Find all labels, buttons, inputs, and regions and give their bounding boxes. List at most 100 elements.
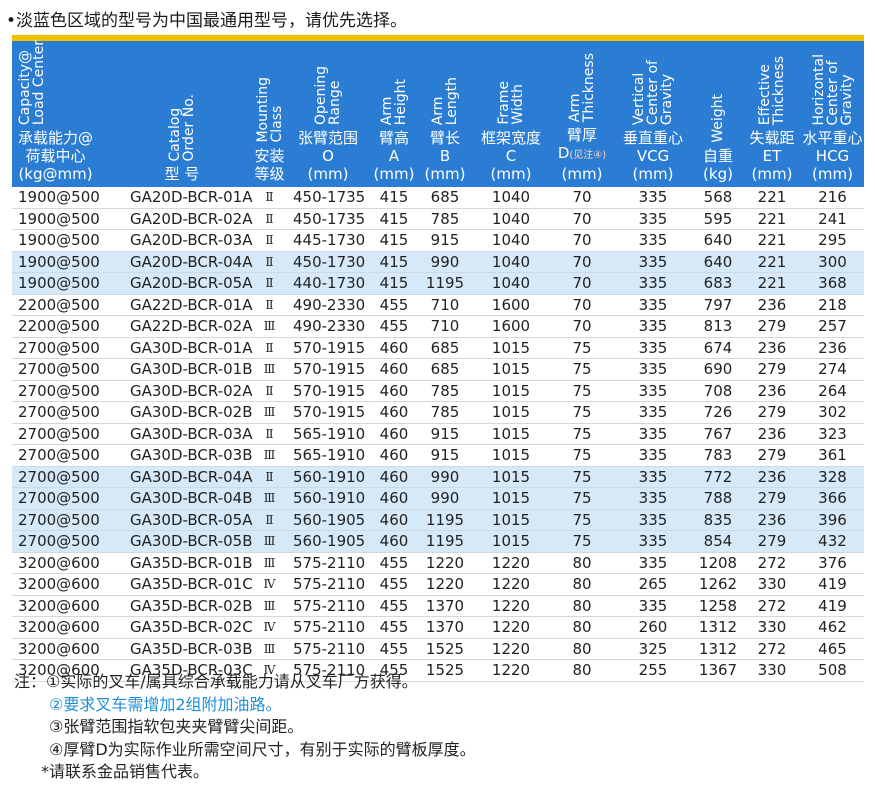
table-cell: 575-2110 <box>287 573 369 596</box>
table-cell: 330 <box>743 659 801 682</box>
table-cell: 236 <box>743 294 801 316</box>
table-cell: 1015 <box>471 530 551 553</box>
table-cell: 80 <box>551 638 613 660</box>
note-4: ④厚臂D为实际作业所需空间尺寸，有别于实际的臂板厚度。 <box>49 739 476 759</box>
table-cell: 460 <box>369 337 419 359</box>
table-cell: 565-1910 <box>287 444 369 467</box>
table-cell: 335 <box>613 530 693 553</box>
table-cell: Ⅱ <box>252 251 287 273</box>
column-header-zh: 水平重心 HCG (mm) <box>802 129 863 183</box>
table-cell: 570-1915 <box>287 401 369 424</box>
table-cell: 640 <box>693 229 743 252</box>
accent-bar <box>12 35 864 41</box>
table-cell: 75 <box>551 530 613 553</box>
table-row: 2700@500 GA30D-BCR-01A Ⅱ 570-1915 460 685 1015… <box>12 337 864 359</box>
column-header-zh: 张臂范围 O (mm) <box>297 129 358 183</box>
table-cell: Ⅲ <box>252 315 287 338</box>
table-cell: GA35D-BCR-03B <box>112 638 253 660</box>
table-cell: 70 <box>551 208 613 230</box>
table-row: 2700@500 GA30D-BCR-02B Ⅲ 570-1915 460 785 1015… <box>12 401 864 424</box>
column-header: Mounting Class 安装 等级 <box>252 41 287 187</box>
table-cell: 70 <box>551 294 613 316</box>
table-cell: 685 <box>419 187 471 209</box>
table-cell: 70 <box>551 187 613 209</box>
table-cell: 1220 <box>419 573 471 596</box>
table-cell: 1220 <box>471 638 551 660</box>
column-header: Opening Range 张臂范围 O (mm) <box>287 41 369 187</box>
table-cell: GA20D-BCR-05A <box>112 272 252 295</box>
table-cell: Ⅱ <box>252 509 287 531</box>
column-header-en: Catalog Order No. <box>167 93 197 161</box>
table-cell: 75 <box>551 444 613 467</box>
table-cell: 565-1910 <box>287 423 369 445</box>
column-header-en: Effective Thickness <box>757 55 787 125</box>
table-cell: 2700@500 <box>12 444 112 467</box>
table-cell: 1015 <box>471 423 551 445</box>
table-cell: 70 <box>551 251 613 273</box>
table-cell: GA30D-BCR-05B <box>112 530 253 553</box>
table-cell: 1220 <box>419 552 471 574</box>
table-cell: 2700@500 <box>12 509 112 531</box>
table-cell: 1312 <box>693 638 743 660</box>
table-cell: 3200@600 <box>12 616 112 639</box>
table-cell: 75 <box>551 466 613 488</box>
table-cell: 325 <box>613 638 693 660</box>
table-cell: Ⅳ <box>252 616 287 639</box>
column-header: Frame Width 框架宽度 C (mm) <box>471 41 551 187</box>
table-cell: 1220 <box>471 573 551 596</box>
table-cell: 221 <box>743 251 801 273</box>
table-cell: 575-2110 <box>287 552 369 574</box>
table-cell: 335 <box>613 466 693 488</box>
table-cell: 767 <box>693 423 743 445</box>
table-cell: 690 <box>693 358 743 381</box>
table-cell: 450-1735 <box>287 187 369 209</box>
column-header-en: Arm Thickness <box>567 52 597 122</box>
table-cell: 1600 <box>471 315 551 338</box>
table-cell: Ⅱ <box>252 272 287 295</box>
table-cell: 241 <box>801 208 864 230</box>
table-row: 1900@500 GA20D-BCR-03A Ⅱ 445-1730 415 915 1040… <box>12 229 864 252</box>
table-row: 2700@500 GA30D-BCR-05B Ⅲ 560-1905 460 1195 101… <box>12 530 864 553</box>
note-2: ②要求叉车需增加2组附加油路。 <box>49 694 282 714</box>
table-cell: GA30D-BCR-01A <box>112 337 252 359</box>
table-cell: 335 <box>613 208 693 230</box>
table-cell: 455 <box>369 294 419 316</box>
column-header-zh-main: 臂厚 D <box>557 126 597 162</box>
table-cell: 915 <box>419 229 471 252</box>
table-cell: 785 <box>419 401 471 424</box>
table-cell: 1370 <box>419 595 471 617</box>
table-cell: 236 <box>801 337 864 359</box>
table-cell: 279 <box>743 530 801 553</box>
table-cell: 1220 <box>471 595 551 617</box>
table-cell: 575-2110 <box>287 638 369 660</box>
table-cell: 279 <box>743 444 801 467</box>
notes-section: 注：①实际的叉车/属具综合承载能力请从叉车厂方获得。 ②要求叉车需增加2组附加油… <box>14 671 476 784</box>
table-row: 3200@600 GA35D-BCR-01B Ⅲ 575-2110 455 1220 122… <box>12 552 864 574</box>
table-cell: 1900@500 <box>12 229 112 252</box>
table-cell: 1312 <box>693 616 743 639</box>
table-cell: 455 <box>369 573 419 596</box>
table-cell: 221 <box>743 208 801 230</box>
table-cell: 570-1915 <box>287 337 369 359</box>
table-cell: 265 <box>613 573 693 596</box>
table-cell: 1015 <box>471 466 551 488</box>
table-cell: 595 <box>693 208 743 230</box>
table-cell: 335 <box>613 552 693 574</box>
table-row: 1900@500 GA20D-BCR-01A Ⅱ 450-1735 415 685 1040… <box>12 187 864 209</box>
table-cell: 335 <box>613 380 693 402</box>
top-note: •淡蓝色区域的型号为中国最通用型号，请优先选择。 <box>6 11 408 31</box>
table-cell: 455 <box>369 659 419 682</box>
table-cell: 990 <box>419 251 471 273</box>
table-cell: 335 <box>613 401 693 424</box>
table-header: Capacity@ Load Center 承载能力@ 荷载中心 (kg@mm) C… <box>12 40 864 187</box>
table-cell: 361 <box>801 444 864 467</box>
table-row: 1900@500 GA20D-BCR-05A Ⅱ 440-1730 415 1195 104… <box>12 272 864 295</box>
table-cell: 419 <box>801 573 864 596</box>
table-cell: 455 <box>369 616 419 639</box>
table-cell: GA22D-BCR-01A <box>112 294 252 316</box>
table-cell: 80 <box>551 595 613 617</box>
table-cell: 560-1905 <box>287 509 369 531</box>
table-cell: 75 <box>551 401 613 424</box>
table-cell: 3200@600 <box>12 595 112 617</box>
table-row: 2700@500 GA30D-BCR-02A Ⅱ 570-1915 460 785 1015… <box>12 380 864 402</box>
